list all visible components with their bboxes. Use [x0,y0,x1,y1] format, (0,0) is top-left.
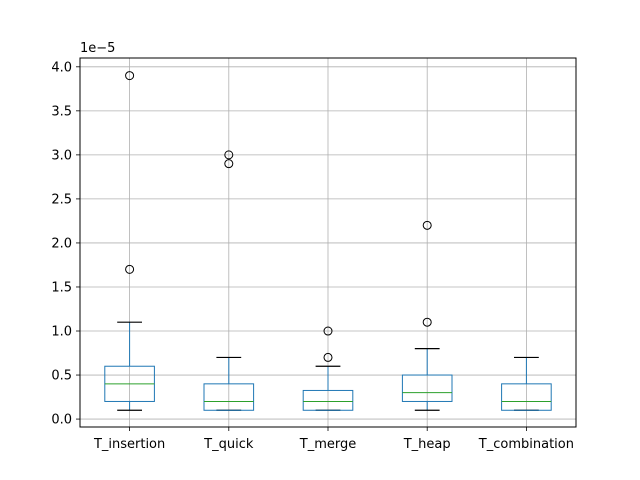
box-layer [104,71,552,411]
outlier-point [125,264,135,274]
box-t-combination [501,356,552,411]
x-tick-label: T_heap [403,437,451,452]
y-tick-label: 1.0 [51,325,72,340]
y-tick-label: 2.5 [51,192,72,207]
y-tick-label: 3.0 [51,148,72,163]
outlier-point [224,150,234,160]
outlier-point [224,159,234,169]
x-tick-label: T_combination [478,437,574,452]
outlier-point [323,326,333,336]
y-tick-label: 2.0 [51,236,72,251]
y-tick-label: 0.5 [51,369,72,384]
iqr-box [401,374,453,402]
iqr-box [302,389,354,411]
outlier-point [422,317,432,327]
y-offset-label: 1e−5 [80,41,115,56]
x-tick-label: T_merge [299,437,356,452]
y-tick-label: 4.0 [51,60,72,75]
box-t-quick [203,150,255,411]
iqr-box [203,383,255,411]
outlier-point [125,71,135,81]
outlier-point [422,220,432,230]
box-t-insertion [104,71,155,411]
outlier-point [323,352,333,362]
box-t-heap [401,220,453,411]
y-tick-label: 1.5 [51,280,72,295]
y-tick-label: 0.0 [51,413,72,428]
axis-layer: 0.0 0.5 1.0 1.5 2.0 2.5 3.0 3.5 4.0 T_insertion T_… [51,60,574,452]
box-t-merge [302,326,354,411]
y-tick-label: 3.5 [51,104,72,119]
iqr-box [501,383,552,411]
x-tick-label: T_quick [203,437,254,452]
x-tick-label: T_insertion [93,437,165,452]
